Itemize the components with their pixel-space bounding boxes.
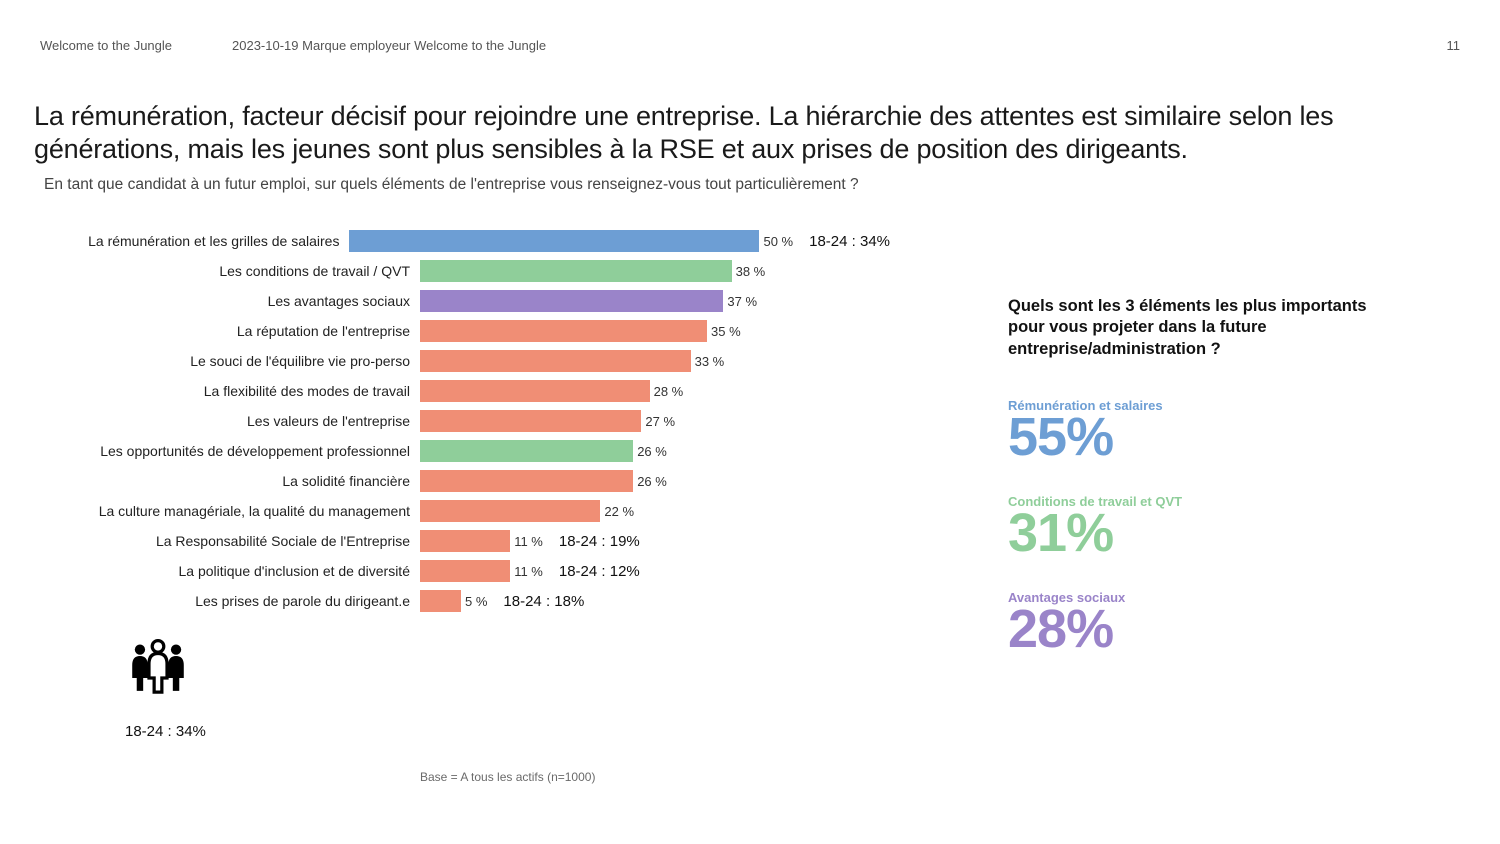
chart-row: Les avantages sociaux 37 % (40, 286, 890, 316)
bar-track: 26 % (420, 440, 880, 462)
row-label: Les conditions de travail / QVT (40, 263, 420, 279)
bar-value: 5 % (465, 594, 487, 609)
chart-row: Le souci de l'équilibre vie pro-perso 33 … (40, 346, 890, 376)
row-label: La réputation de l'entreprise (40, 323, 420, 339)
bar-value: 37 % (727, 294, 757, 309)
bar-annotation: 18-24 : 19% (559, 533, 640, 550)
bar (420, 530, 510, 552)
bar (420, 590, 461, 612)
chart-row: La culture managériale, la qualité du ma… (40, 496, 890, 526)
bar-value: 26 % (637, 444, 667, 459)
bar-chart: La rémunération et les grilles de salair… (40, 226, 890, 616)
chart-row: La rémunération et les grilles de salair… (40, 226, 890, 256)
side-question: Quels sont les 3 éléments les plus impor… (1008, 296, 1368, 360)
page-title: La rémunération, facteur décisif pour re… (34, 100, 1466, 166)
bar-annotation: 18-24 : 18% (503, 593, 584, 610)
bar-value: 22 % (604, 504, 634, 519)
stat-block: Rémunération et salaires55% (1008, 398, 1368, 466)
chart-row: La solidité financière 26 % (40, 466, 890, 496)
bar-value: 28 % (654, 384, 684, 399)
row-label: Les valeurs de l'entreprise (40, 413, 420, 429)
chart-row: La réputation de l'entreprise 35 % (40, 316, 890, 346)
stat-value: 55% (1008, 409, 1368, 466)
doc-title: 2023-10-19 Marque employeur Welcome to t… (232, 38, 546, 53)
bar-track: 27 % (420, 410, 880, 432)
side-panel: Quels sont les 3 éléments les plus impor… (1008, 296, 1368, 685)
bar-track: 22 % (420, 500, 880, 522)
chart-row: La Responsabilité Sociale de l'Entrepris… (40, 526, 890, 556)
bar-value: 11 % (514, 564, 543, 579)
stat-block: Conditions de travail et QVT31% (1008, 494, 1368, 562)
row-label: Le souci de l'équilibre vie pro-perso (40, 353, 420, 369)
bar-track: 37 % (420, 290, 880, 312)
bar-track: 11 % 18-24 : 12% (420, 560, 880, 582)
bar (420, 350, 691, 372)
bar (420, 560, 510, 582)
bar-track: 50 % 18-24 : 34% (349, 230, 890, 252)
header: Welcome to the Jungle 2023-10-19 Marque … (40, 38, 1460, 53)
bar-value: 27 % (645, 414, 675, 429)
bar-track: 28 % (420, 380, 880, 402)
row-label: La culture managériale, la qualité du ma… (40, 503, 420, 519)
bar-value: 33 % (695, 354, 725, 369)
bar (420, 290, 723, 312)
row-label: Les prises de parole du dirigeant.e (40, 593, 420, 609)
chart-row: Les conditions de travail / QVT 38 % (40, 256, 890, 286)
row-label: Les avantages sociaux (40, 293, 420, 309)
bar-annotation: 18-24 : 34% (809, 233, 890, 250)
row-label: La flexibilité des modes de travail (40, 383, 420, 399)
bar (420, 410, 641, 432)
footnote: Base = A tous les actifs (n=1000) (420, 770, 595, 784)
brand-name: Welcome to the Jungle (40, 38, 172, 53)
chart-row: Les opportunités de développement profes… (40, 436, 890, 466)
people-icon-block: 18-24 : 34% (125, 638, 206, 740)
bar (420, 260, 732, 282)
bar (420, 470, 633, 492)
bar (420, 440, 633, 462)
bar-value: 26 % (637, 474, 667, 489)
people-caption: 18-24 : 34% (125, 723, 206, 740)
bar-track: 38 % (420, 260, 880, 282)
chart-row: La politique d'inclusion et de diversité… (40, 556, 890, 586)
stat-value: 31% (1008, 505, 1368, 562)
survey-question: En tant que candidat à un futur emploi, … (44, 176, 859, 194)
row-label: La Responsabilité Sociale de l'Entrepris… (40, 533, 420, 549)
stat-value: 28% (1008, 601, 1368, 658)
chart-row: Les prises de parole du dirigeant.e 5 % 18… (40, 586, 890, 616)
bar (349, 230, 759, 252)
bar-value: 38 % (736, 264, 766, 279)
stat-block: Avantages sociaux28% (1008, 590, 1368, 658)
bar-value: 50 % (763, 234, 793, 249)
bar-track: 11 % 18-24 : 19% (420, 530, 880, 552)
bar (420, 320, 707, 342)
bar-track: 5 % 18-24 : 18% (420, 590, 880, 612)
bar-track: 26 % (420, 470, 880, 492)
row-label: La rémunération et les grilles de salair… (40, 233, 349, 249)
bar-value: 11 % (514, 534, 543, 549)
row-label: Les opportunités de développement profes… (40, 443, 420, 459)
bar-track: 35 % (420, 320, 880, 342)
chart-row: La flexibilité des modes de travail 28 % (40, 376, 890, 406)
row-label: La politique d'inclusion et de diversité (40, 563, 420, 579)
bar (420, 500, 600, 522)
bar (420, 380, 650, 402)
people-icon (125, 683, 191, 700)
bar-value: 35 % (711, 324, 741, 339)
bar-track: 33 % (420, 350, 880, 372)
page-number: 11 (1447, 38, 1461, 53)
row-label: La solidité financière (40, 473, 420, 489)
chart-row: Les valeurs de l'entreprise 27 % (40, 406, 890, 436)
bar-annotation: 18-24 : 12% (559, 563, 640, 580)
